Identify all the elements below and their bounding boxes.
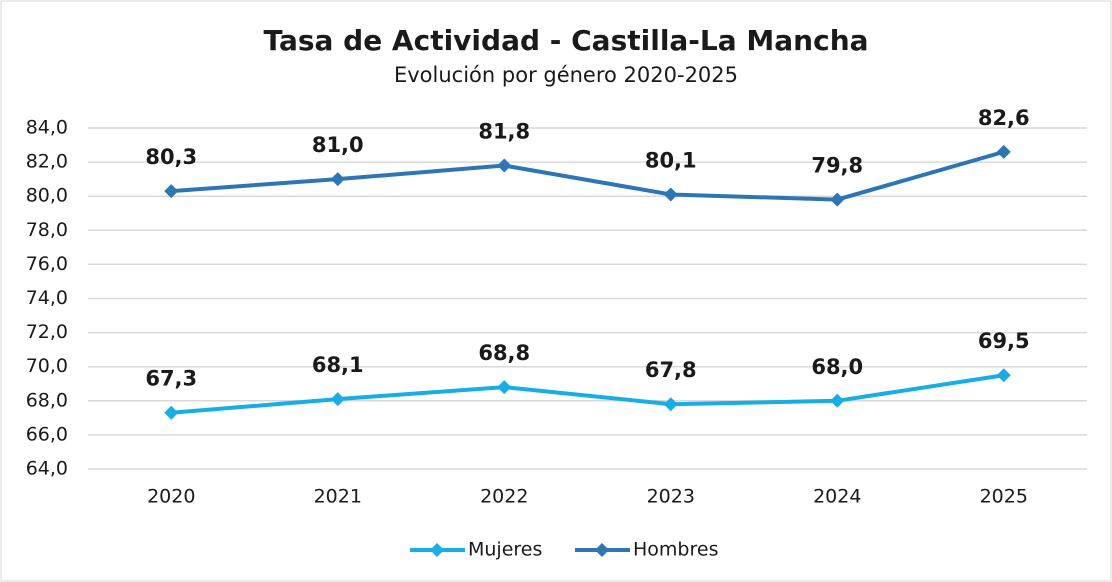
y-tick-label: 74,0: [26, 287, 68, 309]
data-label: 67,3: [145, 367, 197, 391]
data-point: [830, 393, 845, 408]
data-point: [663, 187, 678, 202]
legend-marker: [595, 543, 609, 557]
x-tick-label: 2023: [647, 486, 695, 508]
y-tick-label: 78,0: [26, 219, 68, 241]
chart-subtitle: Evolución por género 2020-2025: [394, 63, 738, 87]
y-tick-label: 82,0: [26, 151, 68, 173]
data-label: 67,8: [645, 358, 697, 382]
x-tick-label: 2025: [980, 486, 1028, 508]
y-tick-label: 80,0: [26, 185, 68, 207]
data-point: [996, 144, 1011, 159]
data-label: 80,1: [645, 148, 697, 172]
y-tick-label: 72,0: [26, 321, 68, 343]
data-label: 68,8: [478, 341, 530, 365]
data-label: 79,8: [811, 154, 863, 178]
data-label: 68,1: [312, 353, 364, 377]
data-point: [164, 184, 179, 199]
data-point: [330, 172, 345, 187]
data-label: 81,8: [478, 120, 530, 144]
data-point: [497, 380, 512, 395]
data-point: [996, 368, 1011, 383]
chart-title: Tasa de Actividad - Castilla-La Mancha: [263, 24, 868, 57]
data-point: [497, 158, 512, 173]
y-tick-label: 68,0: [26, 389, 68, 411]
x-tick-label: 2020: [147, 486, 195, 508]
series-line: [171, 373, 1005, 415]
y-tick-label: 84,0: [26, 117, 68, 139]
data-point: [330, 392, 345, 407]
data-label: 69,5: [978, 329, 1030, 353]
data-label: 80,3: [145, 145, 197, 169]
series-line: [171, 149, 1005, 202]
data-label: 82,6: [978, 106, 1030, 130]
data-label: 81,0: [312, 133, 364, 157]
y-tick-label: 76,0: [26, 253, 68, 275]
data-point: [663, 397, 678, 412]
data-label: 68,0: [811, 355, 863, 379]
y-tick-label: 66,0: [26, 423, 68, 445]
data-point: [830, 192, 845, 207]
data-point: [164, 405, 179, 420]
y-tick-label: 64,0: [26, 458, 68, 480]
x-tick-label: 2024: [813, 486, 861, 508]
legend-label: Hombres: [633, 539, 718, 561]
legend-marker: [430, 543, 444, 557]
legend-label: Mujeres: [468, 539, 542, 561]
y-tick-label: 70,0: [26, 355, 68, 377]
x-tick-label: 2021: [314, 486, 362, 508]
x-tick-label: 2022: [480, 486, 528, 508]
